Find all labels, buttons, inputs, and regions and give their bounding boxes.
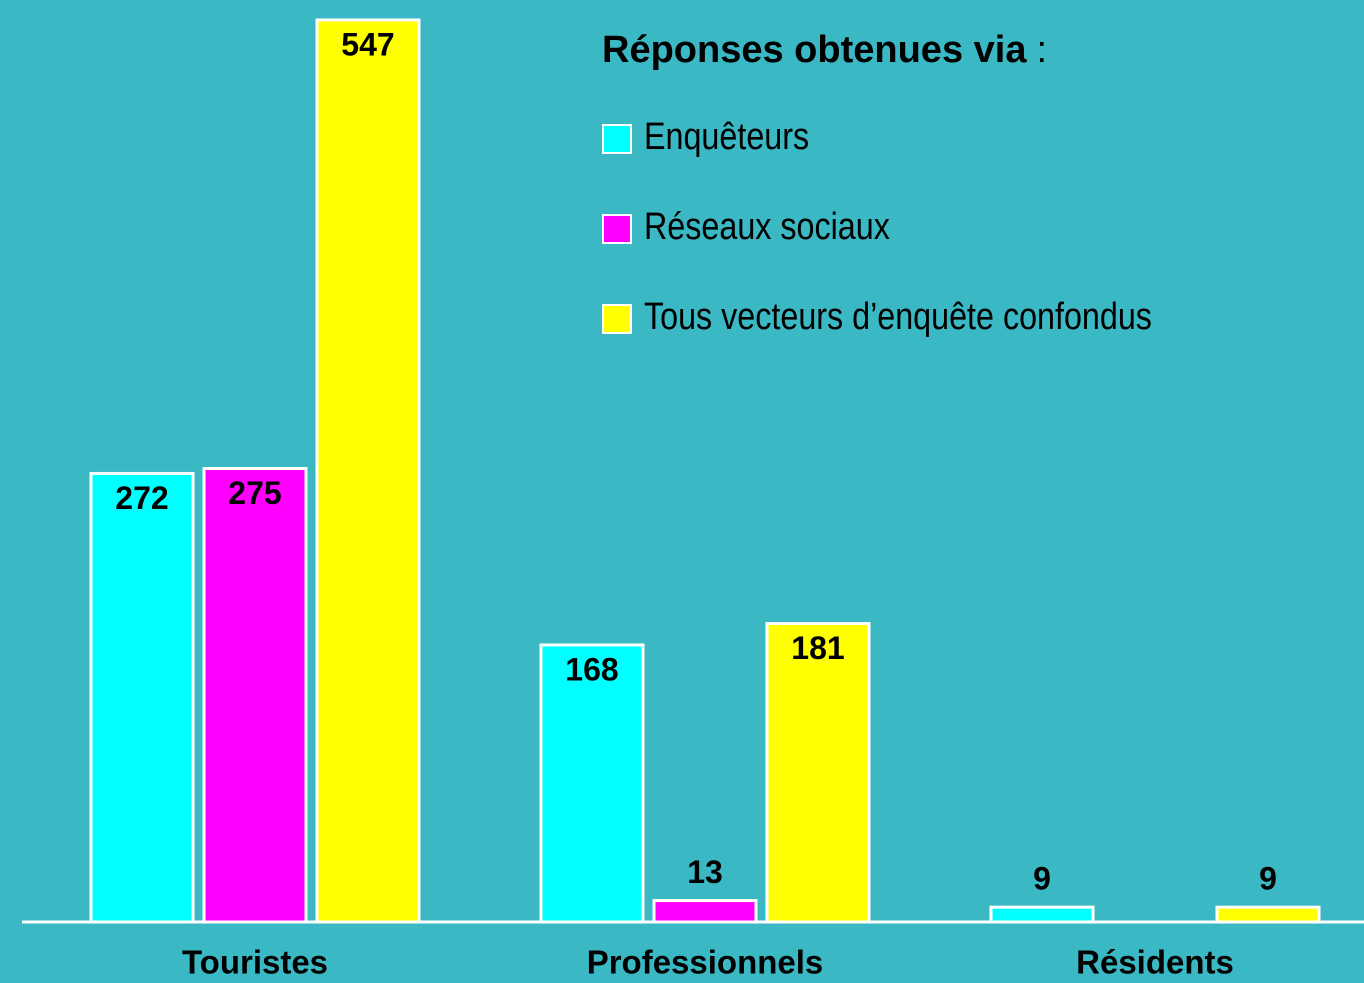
bar [315,18,421,924]
x-tick-label: Professionnels [587,944,824,981]
value-label: 181 [791,630,844,666]
legend-title-colon: : [1036,29,1047,71]
value-label: 9 [1033,861,1051,897]
bar [1215,905,1321,924]
bar [989,905,1095,924]
value-label: 275 [228,475,281,511]
legend-swatch [602,124,632,154]
value-label: 9 [1259,861,1277,897]
x-tick-label: Touristes [182,944,328,981]
bar [89,471,195,924]
legend-swatch [602,304,632,334]
value-label: 168 [565,651,618,687]
bar [539,643,645,924]
legend-title: Réponses obtenues via: [602,29,1047,71]
bar [652,899,758,924]
x-tick-label: Résidents [1076,944,1234,981]
legend-label: Réseaux sociaux [644,206,890,248]
legend-title-text: Réponses obtenues via [602,29,1027,71]
value-label: 547 [341,26,394,62]
bar [202,467,308,924]
legend-label: Tous vecteurs d’enquête confondus [644,296,1152,338]
value-label: 272 [115,480,168,516]
bar [765,622,871,924]
legend-swatch [602,214,632,244]
value-label: 13 [687,854,723,890]
legend-label: Enquêteurs [644,116,809,158]
